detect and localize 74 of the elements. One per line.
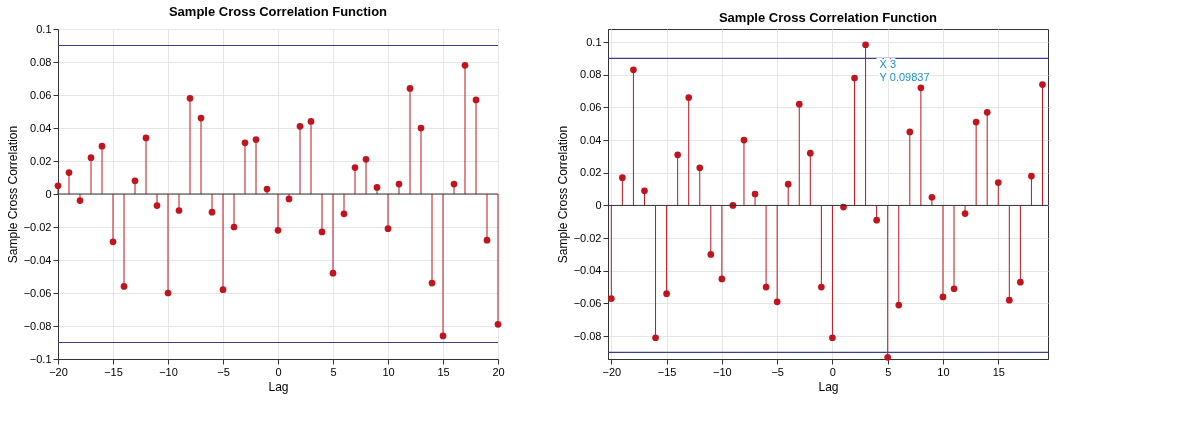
x-tick-label: 0: [275, 365, 282, 378]
point: [663, 290, 670, 297]
y-tick-label: 0: [45, 187, 52, 200]
point: [829, 334, 836, 342]
y-tick-label: −0.08: [573, 329, 602, 342]
y-tick-label: 0.06: [30, 88, 52, 101]
point: [818, 283, 825, 291]
point: [607, 295, 615, 302]
y-tick-label: 0.1: [36, 22, 52, 35]
x-tick-label: −10: [159, 365, 178, 378]
point: [873, 216, 880, 224]
point: [994, 179, 1002, 186]
point: [630, 66, 637, 74]
y-tick-label: 0.1: [586, 35, 602, 48]
point: [1005, 296, 1013, 304]
point: [1039, 81, 1046, 88]
x-tick-label: −10: [713, 365, 732, 378]
chart-title: Sample Cross Correlation Function: [168, 4, 388, 19]
y-tick-label: −0.06: [23, 286, 52, 299]
y-axis-title: Sample Cross Correlation: [555, 125, 570, 264]
point: [806, 149, 814, 157]
point: [895, 301, 903, 309]
x-tick-label: 15: [437, 365, 450, 378]
x-tick-label: −15: [657, 365, 677, 378]
y-axis-title: Sample Cross Correlation: [5, 125, 20, 264]
y-tick-label: −0.04: [23, 253, 52, 266]
x-tick-label: 15: [992, 365, 1005, 378]
y-tick-label: 0.04: [580, 133, 602, 146]
point: [884, 354, 892, 361]
y-tick-label: 0.02: [580, 166, 602, 179]
point: [120, 283, 128, 290]
x-tick-label: 10: [382, 365, 395, 378]
point: [674, 151, 681, 159]
point: [851, 74, 858, 82]
point: [862, 41, 869, 49]
point: [652, 334, 659, 342]
x-tick-label: −20: [602, 365, 622, 378]
x-tick-label: −15: [104, 365, 123, 378]
point: [619, 174, 626, 182]
point: [641, 187, 648, 195]
chart-title: Sample Cross Correlation Function: [718, 10, 938, 25]
y-tick-label: −0.02: [23, 220, 52, 233]
y-tick-label: 0.04: [30, 121, 52, 134]
point: [795, 100, 803, 108]
y-tick-label: 0: [595, 198, 602, 211]
x-tick-label: 5: [330, 365, 337, 378]
point: [1017, 278, 1024, 286]
point: [65, 169, 73, 176]
x-tick-label: 10: [937, 365, 950, 378]
y-tick-label: 0.08: [30, 55, 52, 68]
point: [983, 108, 991, 116]
x-tick-label: 20: [492, 365, 505, 378]
x-tick-label: −5: [771, 365, 784, 378]
x-tick-label: 5: [885, 365, 892, 378]
y-tick-label: 0.06: [580, 100, 602, 113]
annotation: X 3 Y 0.09837: [879, 57, 930, 83]
y-tick-label: −0.08: [23, 319, 52, 332]
y-tick-label: 0.02: [30, 154, 52, 167]
x-axis-title: Lag: [818, 379, 839, 394]
y-tick-label: −0.06: [573, 296, 602, 309]
point: [351, 164, 359, 171]
y-tick-label: −0.04: [573, 264, 602, 277]
x-tick-label: 0: [829, 365, 836, 378]
point: [696, 164, 704, 172]
point: [707, 251, 715, 258]
x-tick-label: −20: [49, 365, 68, 378]
point: [685, 94, 693, 101]
y-tick-label: −0.1: [29, 352, 52, 365]
point: [252, 136, 260, 143]
x-axis-title: Lag: [268, 379, 289, 394]
y-tick-label: 0.08: [580, 68, 602, 81]
point: [1028, 172, 1035, 180]
y-tick-label: −0.02: [573, 231, 602, 244]
x-tick-label: −5: [217, 365, 230, 378]
